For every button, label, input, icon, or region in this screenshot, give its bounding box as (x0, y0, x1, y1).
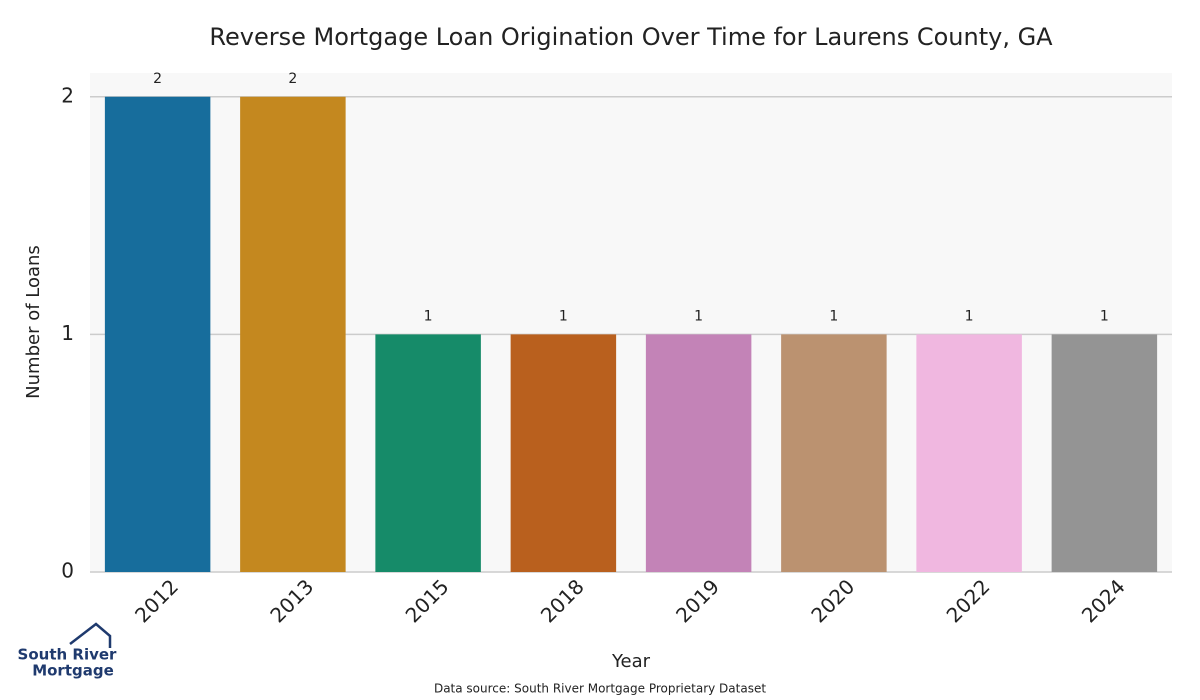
x-tick-label: 2024 (1077, 574, 1130, 627)
y-axis-label: Number of Loans (23, 245, 44, 399)
data-label: 1 (829, 308, 838, 324)
data-label: 1 (559, 308, 568, 324)
logo-text: Mortgage (32, 662, 114, 680)
y-tick-label: 0 (61, 559, 74, 583)
data-label: 2 (153, 71, 162, 87)
x-tick-label: 2019 (671, 574, 724, 627)
data-label: 1 (424, 308, 433, 324)
bar (510, 334, 617, 572)
chart-title: Reverse Mortgage Loan Origination Over T… (209, 23, 1053, 51)
y-tick-label: 1 (61, 321, 74, 345)
data-label: 2 (288, 71, 297, 87)
source-note: Data source: South River Mortgage Propri… (434, 682, 766, 696)
x-axis-label: Year (611, 651, 651, 672)
data-label: 1 (1100, 308, 1109, 324)
bar (240, 96, 346, 572)
logo-text: South River (18, 646, 118, 664)
x-tick-label: 2022 (942, 574, 995, 627)
bar (375, 334, 481, 572)
x-tick-label: 2015 (401, 574, 454, 627)
x-tick-label: 2018 (536, 574, 589, 627)
bar (645, 334, 752, 572)
x-tick-label: 2013 (265, 574, 318, 627)
logo: South River Mortgage (18, 622, 118, 680)
x-tick-label: 2020 (806, 574, 859, 627)
x-tick-label: 2012 (130, 574, 183, 627)
bar (916, 334, 1022, 572)
data-label: 1 (694, 308, 703, 324)
bar (104, 96, 211, 572)
logo-roof (69, 622, 112, 648)
data-label: 1 (965, 308, 974, 324)
bar (1051, 334, 1158, 572)
y-tick-label: 2 (61, 83, 74, 107)
bar (781, 334, 887, 572)
